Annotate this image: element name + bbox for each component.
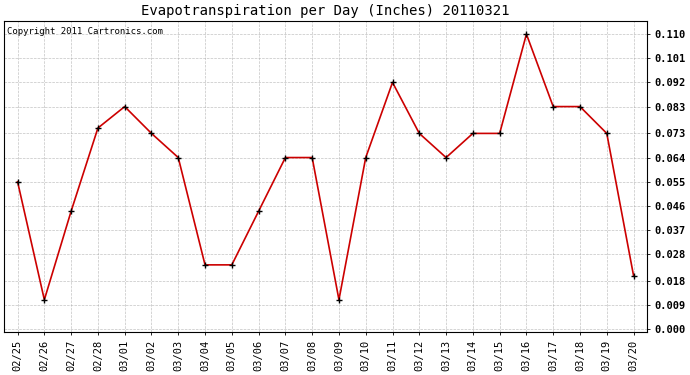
Text: Copyright 2011 Cartronics.com: Copyright 2011 Cartronics.com [8,27,164,36]
Title: Evapotranspiration per Day (Inches) 20110321: Evapotranspiration per Day (Inches) 2011… [141,4,510,18]
